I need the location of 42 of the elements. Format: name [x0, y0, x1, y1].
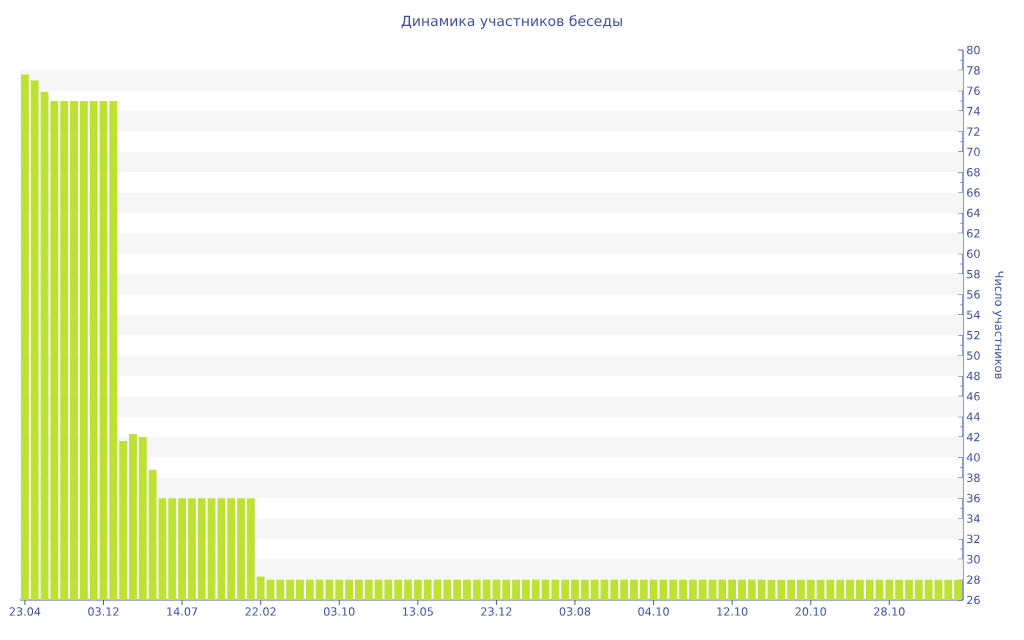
x-tick-label: 20.10 — [795, 607, 827, 616]
chart-title: Динамика участников беседы — [401, 15, 622, 29]
y-tick-label: 58 — [967, 269, 980, 279]
y-tick-label: 38 — [967, 473, 980, 483]
x-tick-label: 13.05 — [403, 607, 433, 616]
x-tick-label: 12.10 — [717, 607, 748, 616]
y-tick-label: 78 — [967, 66, 980, 75]
y-tick-label: 40 — [966, 453, 980, 462]
y-tick-label: 52 — [967, 330, 980, 340]
y-tick-label: 74 — [967, 107, 980, 116]
y-tick-label: 28 — [967, 575, 980, 584]
x-tick-label: 04.10 — [638, 607, 669, 616]
y-tick-label: 50 — [967, 351, 980, 360]
y-tick-label: 56 — [967, 290, 980, 299]
y-tick-label: 72 — [967, 127, 980, 136]
x-tick-label: 14.07 — [167, 607, 198, 616]
y-tick-label: 42 — [966, 432, 980, 442]
y-tick-label: 34 — [967, 514, 980, 523]
x-tick-label: 23.12 — [481, 607, 512, 616]
y-tick-label: 26 — [967, 595, 980, 605]
y-tick-label: 36 — [967, 493, 980, 503]
y-tick-label: 66 — [967, 188, 980, 197]
y-tick-label: 80 — [967, 45, 980, 55]
x-tick-label: 03.08 — [559, 607, 591, 616]
y-axis-title: Число участников — [992, 271, 1004, 379]
x-tick-label: 03.10 — [323, 607, 355, 616]
x-tick-label: 28.10 — [874, 607, 905, 616]
y-tick-label: 60 — [967, 249, 980, 258]
y-tick-label: 46 — [966, 392, 980, 401]
y-tick-label: 62 — [967, 229, 980, 238]
y-tick-label: 76 — [967, 86, 980, 95]
y-tick-label: 54 — [967, 310, 980, 319]
y-tick-label: 32 — [967, 534, 980, 544]
y-tick-label: 64 — [967, 208, 980, 218]
y-tick-label: 48 — [966, 371, 980, 381]
x-tick-label: 23.04 — [9, 607, 41, 616]
y-tick-label: 70 — [967, 147, 980, 157]
y-tick-label: 30 — [967, 555, 980, 564]
y-tick-label: 68 — [967, 167, 980, 177]
x-tick-label: 22.02 — [245, 607, 276, 616]
x-tick-label: 03.12 — [88, 607, 119, 616]
y-tick-label: 44 — [966, 412, 980, 421]
